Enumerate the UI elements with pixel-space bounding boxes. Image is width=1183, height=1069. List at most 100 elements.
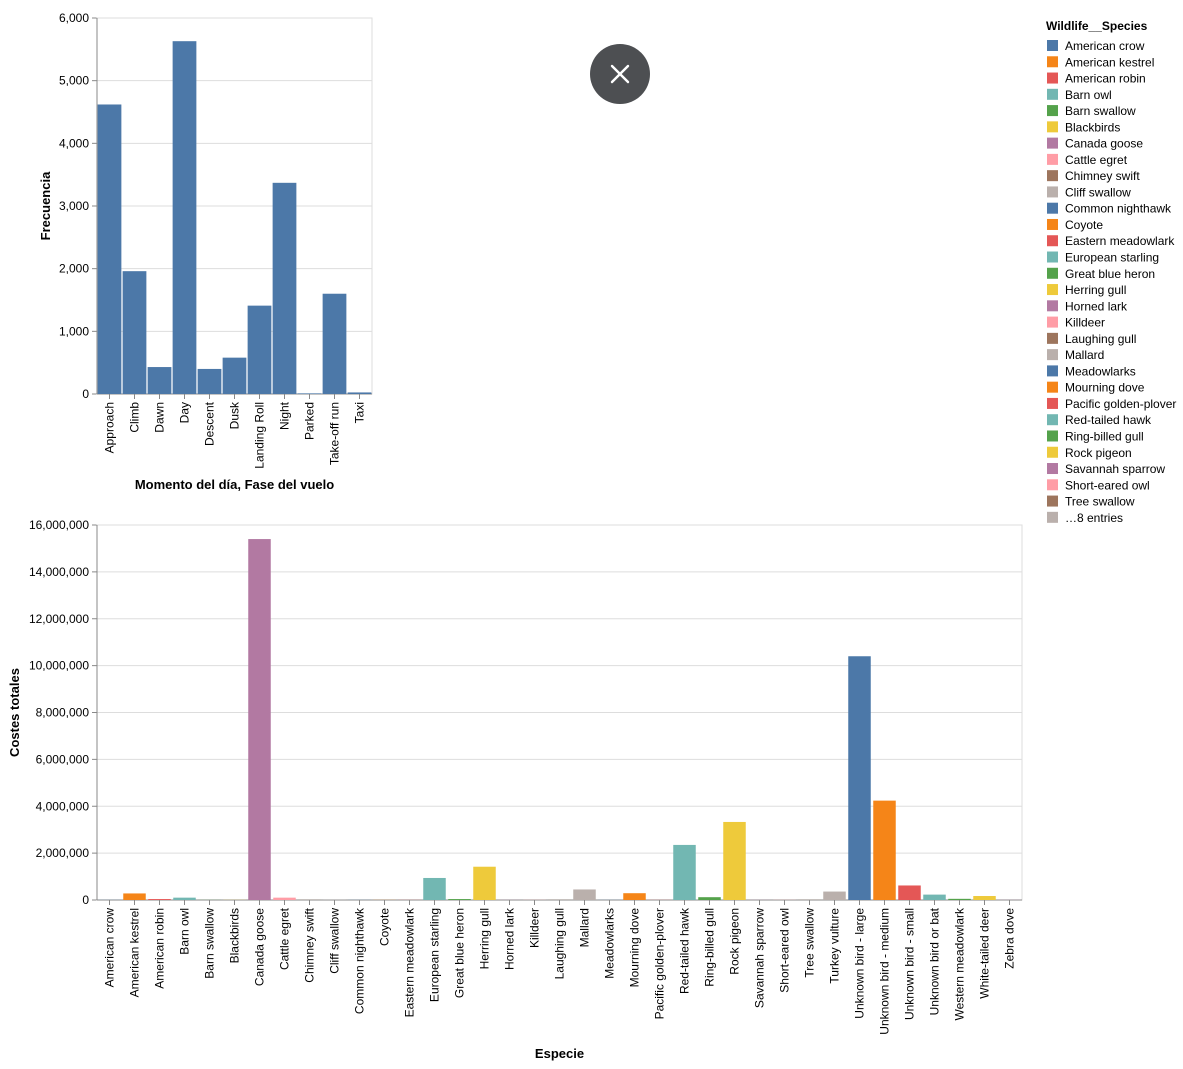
legend-label: Horned lark xyxy=(1065,299,1128,313)
x-tick-label: Savannah sparrow xyxy=(753,908,767,1008)
legend-swatch xyxy=(1047,88,1058,100)
y-tick-label: 0 xyxy=(82,387,89,401)
bar[interactable] xyxy=(923,894,946,900)
legend-label: Pacific golden-plover xyxy=(1065,397,1176,411)
legend-label: Great blue heron xyxy=(1065,267,1155,281)
y-tick-label: 5,000 xyxy=(59,74,89,88)
x-tick-label: Descent xyxy=(203,401,217,446)
y-tick-label: 6,000 xyxy=(59,11,89,25)
legend-label: Common nighthawk xyxy=(1065,202,1172,216)
legend-label: Tree swallow xyxy=(1065,495,1135,509)
bar[interactable] xyxy=(173,897,196,900)
bar[interactable] xyxy=(272,182,297,394)
bar[interactable] xyxy=(197,368,222,394)
legend-swatch xyxy=(1047,381,1058,393)
bar[interactable] xyxy=(97,104,122,394)
bar[interactable] xyxy=(698,897,721,900)
bar[interactable] xyxy=(423,877,446,900)
bar[interactable] xyxy=(148,899,171,900)
x-tick-label: Unknown bird - small xyxy=(903,908,917,1020)
legend-swatch xyxy=(1047,446,1058,458)
x-tick-label: Landing Roll xyxy=(253,402,267,469)
bar[interactable] xyxy=(322,293,347,394)
y-tick-label: 14,000,000 xyxy=(29,565,89,579)
x-tick-label: Unknown bird - large xyxy=(853,908,867,1019)
bar[interactable] xyxy=(723,821,746,900)
legend-label: Chimney swift xyxy=(1065,169,1140,183)
y-axis-title: Costes totales xyxy=(7,668,22,757)
legend-label: American kestrel xyxy=(1065,55,1154,69)
x-tick-label: Cattle egret xyxy=(278,907,292,970)
y-tick-label: 4,000,000 xyxy=(36,799,90,813)
legend-swatch xyxy=(1047,202,1058,214)
legend-swatch xyxy=(1047,511,1058,523)
bar[interactable] xyxy=(973,896,996,900)
y-tick-label: 3,000 xyxy=(59,199,89,213)
x-tick-label: Dusk xyxy=(228,401,242,429)
bar[interactable] xyxy=(898,885,921,900)
legend-label: Cliff swallow xyxy=(1065,185,1131,199)
legend-swatch xyxy=(1047,170,1058,182)
bar[interactable] xyxy=(248,539,271,900)
bar[interactable] xyxy=(347,392,372,394)
legend-label: Cattle egret xyxy=(1065,153,1128,167)
x-tick-label: Cliff swallow xyxy=(328,908,342,974)
x-tick-label: Barn owl xyxy=(178,908,192,955)
cost-chart: 0 2,000,000 4,000,000 6,000,000 8,000,000 10,… xyxy=(7,518,1023,1061)
bar[interactable] xyxy=(848,656,871,900)
bar[interactable] xyxy=(273,897,296,900)
x-axis-title: Momento del día, Fase del vuelo xyxy=(135,477,334,492)
x-tick-label: Taxi xyxy=(353,402,367,423)
y-tick-label: 4,000 xyxy=(59,136,89,150)
close-button[interactable] xyxy=(590,44,650,104)
bar[interactable] xyxy=(222,357,247,394)
legend-swatch xyxy=(1047,495,1058,507)
legend-label: Red-tailed hawk xyxy=(1065,413,1152,427)
bar[interactable] xyxy=(297,393,322,394)
bar[interactable] xyxy=(147,367,172,394)
legend-swatch xyxy=(1047,72,1058,84)
bar[interactable] xyxy=(473,866,496,900)
legend-label: Canada goose xyxy=(1065,137,1143,151)
legend-swatch xyxy=(1047,316,1058,328)
x-tick-label: American robin xyxy=(153,908,167,989)
bar[interactable] xyxy=(873,800,896,900)
legend-label: Ring-billed gull xyxy=(1065,429,1144,443)
legend-label: Mallard xyxy=(1065,348,1104,362)
close-icon xyxy=(610,64,630,84)
x-tick-label: Meadowlarks xyxy=(603,908,617,979)
legend-swatch xyxy=(1047,186,1058,198)
legend-swatch xyxy=(1047,267,1058,279)
bar[interactable] xyxy=(122,271,147,394)
legend-label: Killdeer xyxy=(1065,316,1105,330)
y-tick-label: 10,000,000 xyxy=(29,659,89,673)
x-tick-label: Mallard xyxy=(578,908,592,947)
legend-label: Laughing gull xyxy=(1065,332,1136,346)
x-tick-label: Canada goose xyxy=(253,908,267,986)
x-tick-label: Blackbirds xyxy=(228,908,242,963)
y-tick-label: 6,000,000 xyxy=(36,752,90,766)
x-tick-label: Ring-billed gull xyxy=(703,908,717,987)
legend-swatch xyxy=(1047,414,1058,426)
x-tick-label: Parked xyxy=(303,402,317,440)
legend-swatch xyxy=(1047,218,1058,230)
legend-swatch xyxy=(1047,300,1058,312)
bar[interactable] xyxy=(623,893,646,900)
x-tick-label: Great blue heron xyxy=(453,908,467,998)
bar[interactable] xyxy=(247,305,272,394)
x-tick-label: Eastern meadowlark xyxy=(403,907,417,1017)
legend-label: American robin xyxy=(1065,72,1146,86)
x-tick-label: Tree swallow xyxy=(803,908,817,978)
bar[interactable] xyxy=(823,891,846,900)
bar[interactable] xyxy=(673,844,696,900)
legend-swatch xyxy=(1047,349,1058,361)
bar[interactable] xyxy=(123,893,146,900)
legend-swatch xyxy=(1047,332,1058,344)
y-tick-label: 12,000,000 xyxy=(29,612,89,626)
bar[interactable] xyxy=(448,899,471,900)
bar[interactable] xyxy=(573,889,596,900)
bar[interactable] xyxy=(172,41,197,394)
legend-swatch xyxy=(1047,235,1058,247)
bar[interactable] xyxy=(948,898,971,900)
legend-label: Blackbirds xyxy=(1065,120,1120,134)
